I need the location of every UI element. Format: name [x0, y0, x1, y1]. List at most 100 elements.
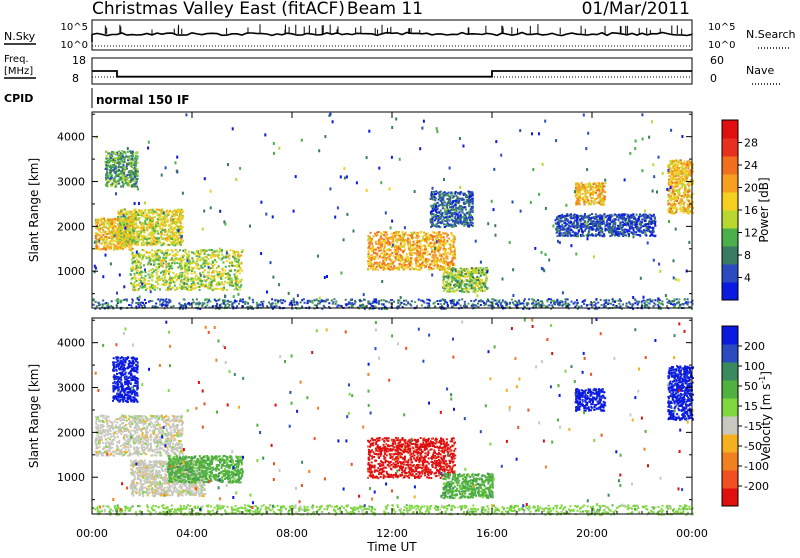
range-gate-cell — [186, 256, 188, 258]
range-gate-cell — [145, 213, 147, 215]
range-gate-cell — [161, 252, 163, 254]
range-gate-cell — [129, 216, 131, 218]
range-gate-cell — [594, 199, 596, 201]
range-gate-cell — [178, 227, 180, 229]
range-gate-cell — [392, 242, 394, 244]
range-gate-cell — [116, 237, 118, 239]
range-gate-cell — [146, 229, 148, 231]
range-gate-cell — [446, 240, 448, 242]
range-gate-cell — [448, 200, 450, 202]
range-gate-cell — [456, 210, 458, 212]
range-gate-cell — [454, 248, 456, 250]
range-gate-cell — [142, 222, 144, 224]
range-gate-cell — [196, 255, 198, 257]
range-gate-cell — [237, 278, 239, 280]
range-gate-cell — [461, 223, 463, 225]
range-gate-cell — [404, 266, 406, 268]
range-gate-cell — [174, 226, 176, 228]
range-gate-cell — [98, 248, 100, 250]
range-gate-cell — [392, 234, 394, 236]
range-gate-cell — [185, 251, 187, 253]
range-gate-cell — [453, 220, 455, 222]
range-gate-cell — [404, 249, 406, 251]
range-gate-cell — [440, 209, 442, 211]
range-gate-cell — [414, 233, 416, 235]
range-gate-cell — [156, 212, 158, 214]
range-gate-cell — [603, 197, 605, 199]
range-gate-cell — [472, 291, 474, 293]
range-gate-cell — [172, 286, 174, 288]
range-gate-cell — [181, 242, 183, 244]
range-gate-cell — [446, 235, 448, 237]
range-gate-cell — [582, 193, 584, 195]
range-gate-cell — [157, 287, 159, 289]
range-gate-cell — [115, 176, 117, 178]
range-gate-cell — [212, 262, 214, 264]
date-label: 01/Mar/2011 — [582, 0, 690, 19]
range-gate-cell — [595, 192, 597, 194]
range-gate-cell — [141, 214, 143, 216]
nsky-tick-top: 10^5 — [61, 22, 88, 33]
range-gate-cell — [126, 238, 128, 240]
range-gate-cell — [234, 260, 236, 262]
range-gate-cell — [142, 237, 144, 239]
range-gate-cell — [471, 274, 473, 276]
range-gate-cell — [238, 259, 240, 261]
range-gate-cell — [131, 267, 133, 269]
range-gate-cell — [225, 273, 227, 275]
range-gate-cell — [447, 285, 449, 287]
range-gate-cell — [132, 223, 134, 225]
range-gate-cell — [123, 224, 125, 226]
range-gate-cell — [111, 240, 113, 242]
range-gate-cell — [136, 284, 138, 286]
range-gate-cell — [224, 270, 226, 272]
range-gate-cell — [133, 241, 135, 243]
range-gate-cell — [119, 231, 121, 233]
range-gate-cell — [223, 284, 225, 286]
range-gate-cell — [124, 167, 126, 169]
range-gate-cell — [126, 177, 128, 179]
range-gate-cell — [108, 219, 110, 221]
range-gate-cell — [197, 283, 199, 285]
range-gate-cell — [118, 173, 120, 175]
range-gate-cell — [212, 267, 214, 269]
range-gate-cell — [419, 243, 421, 245]
range-gate-cell — [445, 268, 447, 270]
range-gate-cell — [444, 239, 446, 241]
range-gate-cell — [206, 250, 208, 252]
range-gate-cell — [118, 248, 120, 250]
range-gate-cell — [110, 157, 112, 159]
range-gate-cell — [143, 249, 145, 251]
range-gate-cell — [471, 191, 473, 193]
range-gate-cell — [406, 254, 408, 256]
range-gate-cell — [126, 180, 128, 182]
range-gate-cell — [135, 220, 137, 222]
range-gate-cell — [211, 272, 213, 274]
range-gate-cell — [395, 231, 397, 233]
range-gate-cell — [450, 273, 452, 275]
range-gate-cell — [438, 243, 440, 245]
range-gate-cell — [189, 263, 191, 265]
range-gate-cell — [124, 233, 126, 235]
range-gate-cell — [451, 246, 453, 248]
range-gate-cell — [403, 268, 405, 270]
range-gate-cell — [221, 254, 223, 256]
range-gate-cell — [105, 245, 107, 247]
range-gate-cell — [449, 244, 451, 246]
range-gate-cell — [137, 289, 139, 291]
range-gate-cell — [233, 289, 235, 291]
range-gate-cell — [593, 220, 595, 222]
range-gate-cell — [181, 276, 183, 278]
range-gate-cell — [231, 282, 233, 284]
range-gate-cell — [397, 231, 399, 233]
range-gate-cell — [446, 198, 448, 200]
nsearch-label: N.Search — [746, 28, 796, 41]
range-gate-cell — [451, 234, 453, 236]
range-gate-cell — [232, 285, 234, 287]
range-gate-cell — [133, 219, 135, 221]
range-gate-cell — [96, 247, 98, 249]
range-gate-cell — [410, 235, 412, 237]
range-gate-cell — [597, 195, 599, 197]
range-gate-cell — [445, 257, 447, 259]
range-gate-cell — [370, 232, 372, 234]
